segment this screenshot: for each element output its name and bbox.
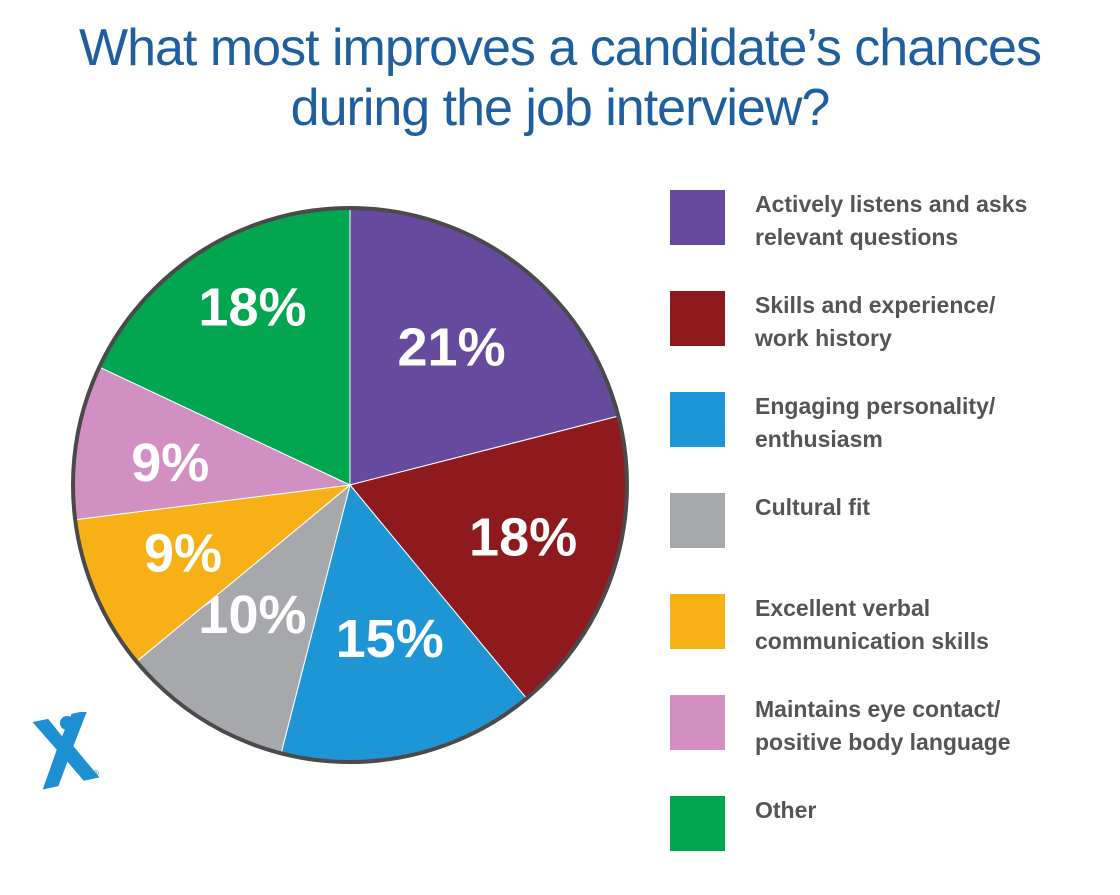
legend-label: Skills and experience/work history bbox=[755, 289, 1115, 355]
legend-label-line-2: work history bbox=[755, 325, 892, 351]
legend-item: Cultural fit bbox=[670, 491, 1110, 592]
legend-swatch bbox=[670, 291, 725, 346]
legend-label-line-1: Excellent verbal bbox=[755, 595, 931, 621]
legend-label-line-1: Engaging personality/ bbox=[755, 393, 996, 419]
legend-item: Other bbox=[670, 794, 1110, 895]
chart-title: What most improves a candidate’s chances… bbox=[0, 18, 1120, 138]
title-line-2: during the job interview? bbox=[290, 79, 831, 137]
legend-label-line-1: Cultural fit bbox=[755, 494, 870, 520]
legend-swatch bbox=[670, 796, 725, 851]
legend-label-line-2: positive body language bbox=[755, 729, 1011, 755]
legend-label: Maintains eye contact/positive body lang… bbox=[755, 693, 1115, 759]
legend-swatch bbox=[670, 392, 725, 447]
legend-swatch bbox=[670, 190, 725, 245]
legend-label-line-2: communication skills bbox=[755, 628, 989, 654]
legend-swatch bbox=[670, 695, 725, 750]
slice-value-label: 9% bbox=[131, 433, 209, 493]
legend-label: Engaging personality/enthusiasm bbox=[755, 390, 1115, 456]
legend-label: Excellent verbal communication skills bbox=[755, 592, 1115, 658]
legend-swatch bbox=[670, 493, 725, 548]
slice-value-label: 9% bbox=[144, 524, 222, 584]
pie-chart: 21%18%15%10%9%9%18% bbox=[71, 206, 629, 764]
legend-item: Engaging personality/enthusiasm bbox=[670, 390, 1110, 491]
legend-swatch bbox=[670, 594, 725, 649]
legend-item: Excellent verbal communication skills bbox=[670, 592, 1110, 693]
legend-item: Actively listens and asks relevant questi… bbox=[670, 188, 1110, 289]
legend: Actively listens and asks relevant questi… bbox=[670, 188, 1110, 895]
pie-outline bbox=[71, 206, 629, 764]
legend-item: Skills and experience/work history bbox=[670, 289, 1110, 390]
title-line-1: What most improves a candidate’s chances bbox=[79, 19, 1042, 77]
legend-label: Other bbox=[755, 794, 1115, 827]
legend-label-line-1: Maintains eye contact/ bbox=[755, 696, 1001, 722]
slice-value-label: 21% bbox=[398, 317, 506, 377]
express-x-logo-icon: ® bbox=[32, 712, 100, 790]
legend-label: Cultural fit bbox=[755, 491, 1115, 524]
legend-label: Actively listens and asks relevant questi… bbox=[755, 188, 1115, 254]
legend-label-line-1: Other bbox=[755, 797, 817, 823]
svg-text:®: ® bbox=[92, 769, 100, 778]
slice-value-label: 18% bbox=[469, 508, 577, 568]
slice-value-label: 18% bbox=[198, 278, 306, 338]
legend-label-line-1: Actively listens and asks bbox=[755, 191, 1028, 217]
legend-item: Maintains eye contact/positive body lang… bbox=[670, 693, 1110, 794]
legend-label-line-2: relevant questions bbox=[755, 224, 959, 250]
legend-label-line-1: Skills and experience/ bbox=[755, 292, 996, 318]
slice-value-label: 15% bbox=[336, 609, 444, 669]
legend-label-line-2: enthusiasm bbox=[755, 426, 883, 452]
